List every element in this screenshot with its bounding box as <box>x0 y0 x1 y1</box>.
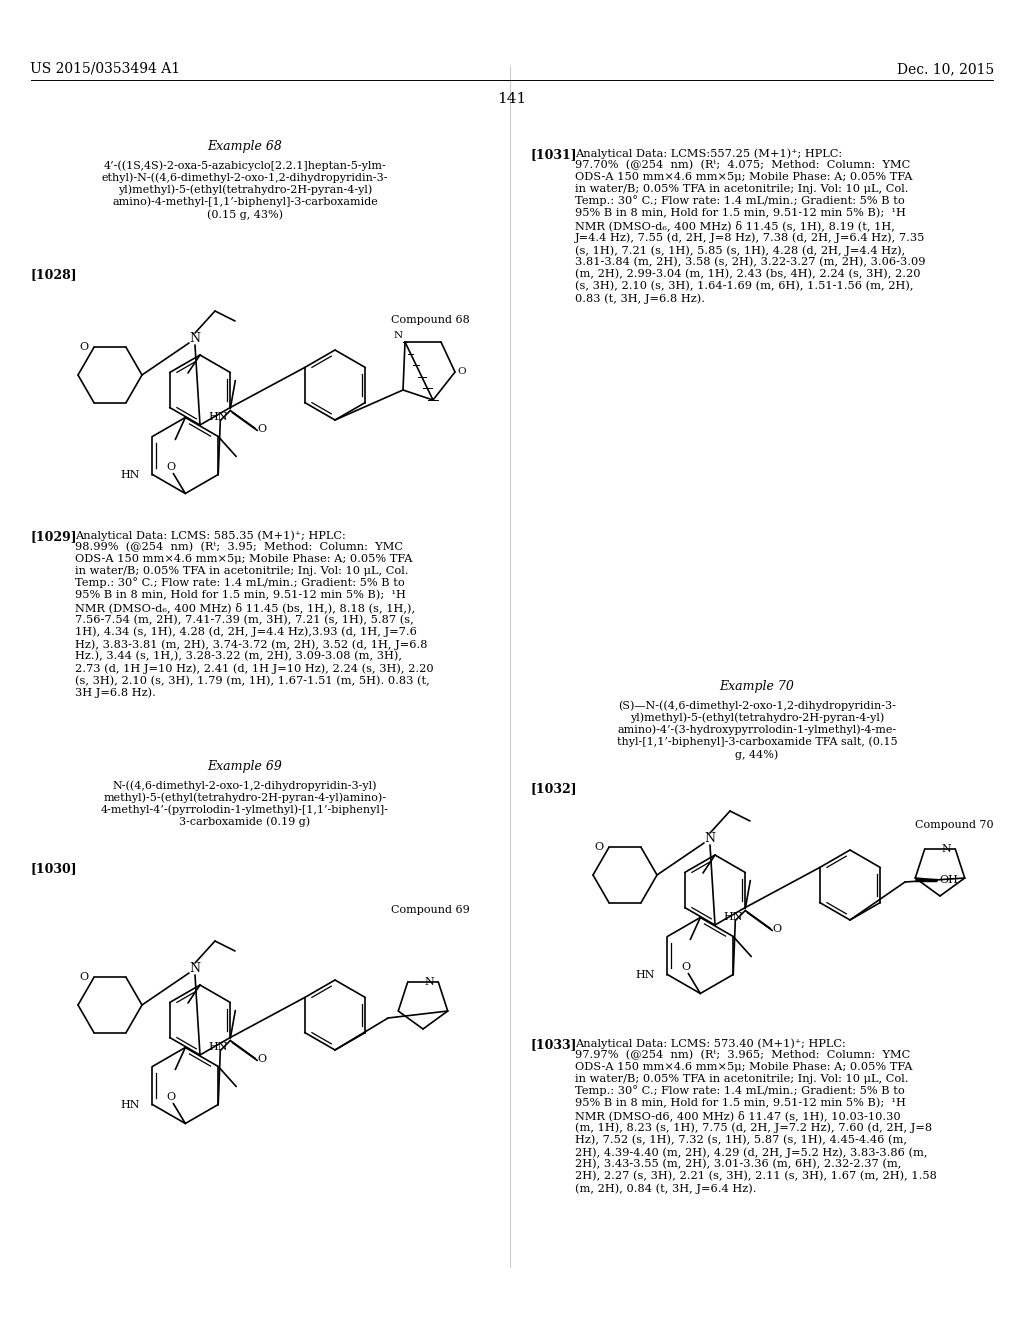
Text: Compound 69: Compound 69 <box>391 906 470 915</box>
Text: Compound 68: Compound 68 <box>391 315 470 325</box>
Text: O: O <box>682 961 691 972</box>
Text: O: O <box>80 342 88 352</box>
Text: N: N <box>189 961 201 974</box>
Text: [1028]: [1028] <box>30 268 77 281</box>
Text: N-((4,6-dimethyl-2-oxo-1,2-dihydropyridin-3-yl)
methyl)-5-(ethyl(tetrahydro-2H-p: N-((4,6-dimethyl-2-oxo-1,2-dihydropyridi… <box>101 780 389 828</box>
Text: 141: 141 <box>498 92 526 106</box>
Text: HN: HN <box>121 1100 140 1110</box>
Text: HN: HN <box>209 1043 228 1052</box>
Text: O: O <box>595 842 603 853</box>
Text: Example 70: Example 70 <box>720 680 795 693</box>
Text: O: O <box>167 1092 176 1101</box>
Text: HN: HN <box>121 470 140 479</box>
Text: N: N <box>941 843 951 854</box>
Text: US 2015/0353494 A1: US 2015/0353494 A1 <box>30 62 180 77</box>
Text: HN: HN <box>636 969 655 979</box>
Text: [1029]: [1029] <box>30 531 77 543</box>
Text: HN: HN <box>209 412 228 422</box>
Text: Analytical Data: LCMS: 585.35 (M+1)⁺; HPLC:
98.99%  (@254  nm)  (Rᵗ;  3.95;  Met: Analytical Data: LCMS: 585.35 (M+1)⁺; HP… <box>75 531 433 698</box>
Text: Analytical Data: LCMS:557.25 (M+1)⁺; HPLC:
97.70%  (@254  nm)  (Rᵗ;  4.075;  Met: Analytical Data: LCMS:557.25 (M+1)⁺; HPL… <box>575 148 926 304</box>
Text: (S)—N-((4,6-dimethyl-2-oxo-1,2-dihydropyridin-3-
yl)methyl)-5-(ethyl(tetrahydro-: (S)—N-((4,6-dimethyl-2-oxo-1,2-dihydropy… <box>616 700 897 760</box>
Text: [1030]: [1030] <box>30 862 77 875</box>
Text: O: O <box>772 924 781 935</box>
Text: 4’-((1S,4S)-2-oxa-5-azabicyclo[2.2.1]heptan-5-ylm-
ethyl)-N-((4,6-dimethyl-2-oxo: 4’-((1S,4S)-2-oxa-5-azabicyclo[2.2.1]hep… <box>101 160 388 219</box>
Text: O: O <box>257 425 266 434</box>
Text: N: N <box>394 331 403 341</box>
Text: Compound 70: Compound 70 <box>915 820 994 830</box>
Text: O: O <box>257 1055 266 1064</box>
Text: Dec. 10, 2015: Dec. 10, 2015 <box>897 62 994 77</box>
Text: O: O <box>457 367 466 376</box>
Text: O: O <box>167 462 176 471</box>
Text: [1032]: [1032] <box>530 781 577 795</box>
Text: [1033]: [1033] <box>530 1038 577 1051</box>
Text: N: N <box>189 331 201 345</box>
Text: [1031]: [1031] <box>530 148 577 161</box>
Text: N: N <box>705 832 716 845</box>
Text: OH: OH <box>939 875 958 884</box>
Text: O: O <box>80 973 88 982</box>
Text: N: N <box>425 977 434 987</box>
Text: Analytical Data: LCMS: 573.40 (M+1)⁺; HPLC:
97.97%  (@254  nm)  (Rᵗ;  3.965;  Me: Analytical Data: LCMS: 573.40 (M+1)⁺; HP… <box>575 1038 937 1193</box>
Text: Example 68: Example 68 <box>208 140 283 153</box>
Text: HN: HN <box>724 912 743 923</box>
Text: Example 69: Example 69 <box>208 760 283 774</box>
